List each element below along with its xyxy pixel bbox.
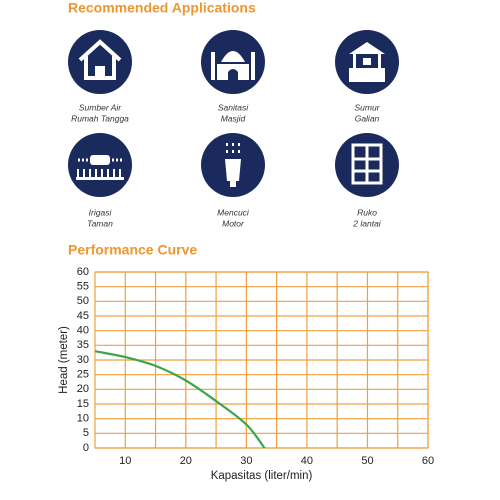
x-tick-label: 60 [422,455,434,467]
icon-well [335,30,399,94]
y-tick-label: 15 [77,398,89,410]
chart-title: Performance Curve [68,242,197,258]
plot-border [94,271,429,449]
x-tick-label: 10 [119,455,131,467]
y-tick-label: 10 [77,413,89,425]
icon-irrigation [68,133,132,197]
app-label: Irigasi [89,207,113,217]
app-label: Masjid [221,113,246,123]
y-tick-label: 35 [77,339,89,351]
section-title: Recommended Applications [68,0,256,16]
x-tick-label: 50 [361,455,373,467]
x-axis-title: Kapasitas (liter/min) [211,470,313,482]
y-tick-label: 45 [77,310,89,322]
app-label: Sumber Air [79,102,122,112]
icons [68,30,399,197]
icon-motor [201,133,265,197]
y-tick-label: 25 [77,369,89,381]
y-axis-title: Head (meter) [58,326,70,394]
app-label: Rumah Tangga [71,113,129,123]
app-label: 2 lantai [352,218,382,228]
y-tick-label: 50 [77,295,89,307]
y-tick-label: 60 [77,266,89,278]
app-label: Mencuci [217,207,250,217]
app-label: Ruko [357,207,377,217]
y-tick-label: 40 [77,325,89,337]
icon-shophouse [335,133,399,197]
icon-house [68,30,132,94]
x-tick-label: 40 [301,455,313,467]
x-tick-label: 20 [180,455,192,467]
app-label: Galian [355,113,380,123]
y-tick-label: 30 [77,354,89,366]
app-label: Sanitasi [218,102,249,112]
app-label: Sumur [354,102,380,112]
app-label: Taman [87,218,113,228]
app-label: Motor [222,218,245,228]
icon-mosque [201,30,265,94]
curve [94,350,266,449]
y-tick-label: 5 [83,427,89,439]
y-tick-label: 20 [77,383,89,395]
x-tick-label: 30 [240,455,252,467]
y-tick-label: 55 [77,281,89,293]
y-tick-label: 0 [83,442,89,454]
